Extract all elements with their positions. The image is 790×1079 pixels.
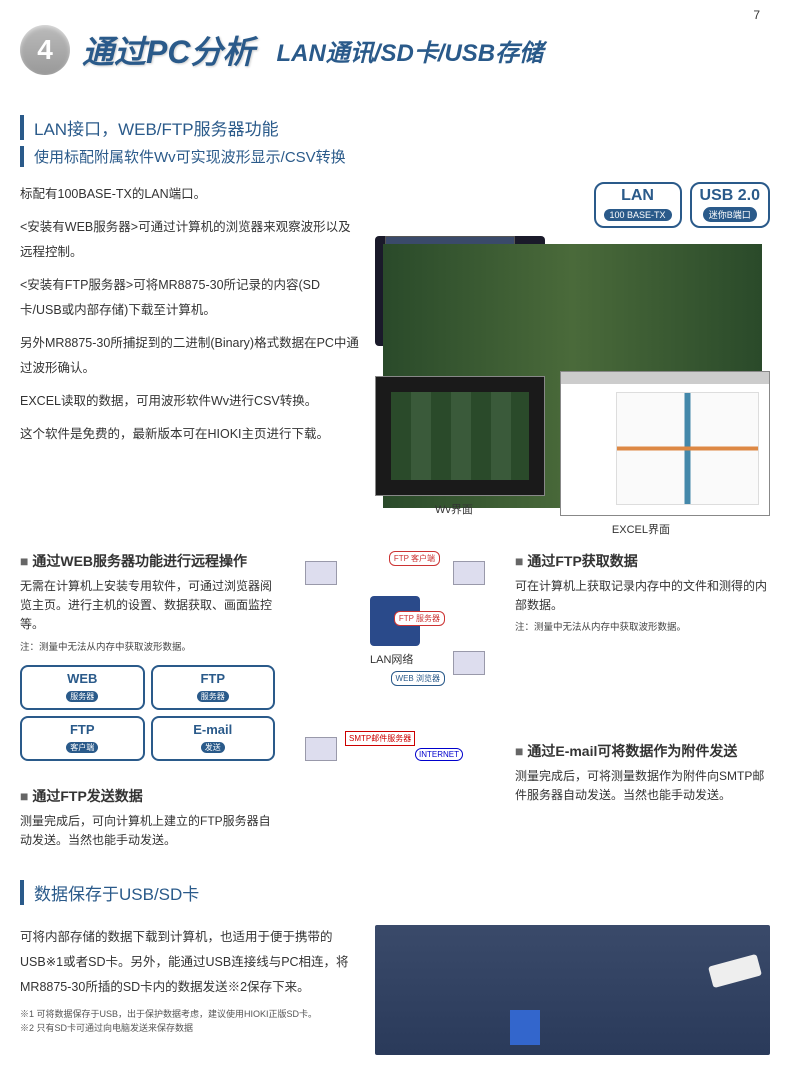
title-main: 通过PC分析 <box>82 27 254 73</box>
usb-badge: USB 2.0 迷你B端口 <box>690 182 770 228</box>
ftp-server-button: FTP 服务器 <box>151 665 276 710</box>
email-block: 通过E-mail可将数据作为附件发送 测量完成后，可将测量数据作为附件向SMTP… <box>515 741 770 805</box>
mid-section: 通过WEB服务器功能进行远程操作 无需在计算机上安装专用软件，可通过浏览器阅览主… <box>0 551 790 850</box>
paragraph: 这个软件是免费的，最新版本可在HIOKI主页进行下载。 <box>20 422 360 447</box>
email-button: E-mail 发送 <box>151 716 276 761</box>
ftp-client-button: FTP 客户端 <box>20 716 145 761</box>
paragraph: 另外MR8875-30所捕捉到的二进制(Binary)格式数据在PC中通过波形确… <box>20 331 360 381</box>
btn-title: FTP <box>157 671 270 686</box>
section-lan: LAN接口，WEB/FTP服务器功能 使用标配附属软件Wv可实现波形显示/CSV… <box>0 115 790 526</box>
wv-screenshot-icon <box>375 376 545 496</box>
block-title: 通过E-mail可将数据作为附件发送 <box>515 741 770 761</box>
ftp-server-tag: FTP 服务器 <box>394 611 445 626</box>
lan-badge: LAN 100 BASE-TX <box>594 182 682 228</box>
section-number-badge: 4 <box>20 25 70 75</box>
block-title: 通过FTP获取数据 <box>515 551 770 571</box>
web-browser-tag: WEB 浏览器 <box>391 671 445 686</box>
paragraph: 可将内部存储的数据下载到计算机，也适用于便于携带的USB※1或者SD卡。另外，能… <box>20 925 360 1000</box>
paragraph: <安装有WEB服务器>可通过计算机的浏览器来观察波形以及远程控制。 <box>20 215 360 265</box>
btn-sub: 客户端 <box>66 742 98 753</box>
ftp-client-tag: FTP 客户端 <box>389 551 440 566</box>
ftp-send-block: 通过FTP发送数据 测量完成后，可向计算机上建立的FTP服务器自动发送。当然也能… <box>20 786 275 850</box>
section-title: LAN接口，WEB/FTP服务器功能 <box>20 115 770 140</box>
block-note: 注：测量中无法从内存中获取波形数据。 <box>20 640 275 655</box>
footnotes: ※1 可将数据保存于USB，出于保护数据考虑，建议使用HIOKI正版SD卡。 ※… <box>20 1008 360 1035</box>
wv-label: Wv界面 <box>435 501 473 517</box>
block-body: 可在计算机上获取记录内存中的文件和测得的内部数据。 <box>515 577 770 615</box>
smtp-label: SMTP邮件服务器 <box>345 731 415 746</box>
device-bottom-figure <box>375 925 770 1055</box>
section-subtitle: 使用标配附属软件Wv可实现波形显示/CSV转换 <box>20 146 770 167</box>
section-title: 数据保存于USB/SD卡 <box>20 880 770 905</box>
badge-big: LAN <box>604 187 672 205</box>
section-usb-sd: 数据保存于USB/SD卡 可将内部存储的数据下载到计算机，也适用于便于携带的US… <box>0 880 790 1055</box>
web-block: 通过WEB服务器功能进行远程操作 无需在计算机上安装专用软件，可通过浏览器阅览主… <box>20 551 275 761</box>
section3-body: 可将内部存储的数据下载到计算机，也适用于便于携带的USB※1或者SD卡。另外，能… <box>20 925 360 1055</box>
badge-small: 迷你B端口 <box>703 207 757 222</box>
web-server-button: WEB 服务器 <box>20 665 145 710</box>
btn-title: E-mail <box>157 722 270 737</box>
btn-title: FTP <box>26 722 139 737</box>
pc-node-icon <box>305 737 337 761</box>
pc-node-icon <box>453 561 485 585</box>
block-title: 通过WEB服务器功能进行远程操作 <box>20 551 275 571</box>
excel-screenshot-icon <box>560 371 770 516</box>
block-body: 测量完成后，可向计算机上建立的FTP服务器自动发送。当然也能手动发送。 <box>20 812 275 850</box>
block-note: 注：测量中无法从内存中获取波形数据。 <box>515 620 770 635</box>
paragraph: <安装有FTP服务器>可将MR8875-30所记录的内容(SD卡/USB或内部存… <box>20 273 360 323</box>
paragraph: 标配有100BASE-TX的LAN端口。 <box>20 182 360 207</box>
block-title: 通过FTP发送数据 <box>20 786 275 806</box>
sd-card-icon <box>510 1010 540 1045</box>
pc-node-icon <box>305 561 337 585</box>
laptop-icon <box>375 236 545 346</box>
block-body: 测量完成后，可将测量数据作为附件向SMTP邮件服务器自动发送。当然也能手动发送。 <box>515 767 770 805</box>
badge-small: 100 BASE-TX <box>604 209 672 221</box>
page-header: 4 通过PC分析 LAN通讯/SD卡/USB存储 <box>0 0 790 85</box>
section1-figure: LAN 100 BASE-TX USB 2.0 迷你B端口 Wv界面 EXCEL… <box>375 182 770 526</box>
section1-body: 标配有100BASE-TX的LAN端口。 <安装有WEB服务器>可通过计算机的浏… <box>20 182 360 526</box>
badge-big: USB 2.0 <box>700 187 760 205</box>
ftp-get-block: 通过FTP获取数据 可在计算机上获取记录内存中的文件和测得的内部数据。 注：测量… <box>515 551 770 636</box>
excel-label: EXCEL界面 <box>612 521 670 537</box>
pc-node-icon <box>453 651 485 675</box>
lan-label: LAN网络 <box>370 651 413 667</box>
paragraph: EXCEL读取的数据，可用波形软件Wv进行CSV转换。 <box>20 389 360 414</box>
footnote: ※2 只有SD卡可通过向电脑发送来保存数据 <box>20 1022 360 1036</box>
btn-title: WEB <box>26 671 139 686</box>
page-number: 7 <box>753 8 760 22</box>
footnote: ※1 可将数据保存于USB，出于保护数据考虑，建议使用HIOKI正版SD卡。 <box>20 1008 360 1022</box>
internet-label: INTERNET <box>415 748 463 761</box>
block-body: 无需在计算机上安装专用软件，可通过浏览器阅览主页。进行主机的设置、数据获取、画面… <box>20 577 275 635</box>
btn-sub: 服务器 <box>197 691 229 702</box>
usb-stick-icon <box>708 954 762 988</box>
title-sub: LAN通讯/SD卡/USB存储 <box>276 33 543 68</box>
btn-sub: 服务器 <box>66 691 98 702</box>
btn-sub: 发送 <box>201 742 225 753</box>
network-diagram: LAN网络 FTP 客户端 FTP 服务器 WEB 浏览器 SMTP邮件服务器 … <box>285 551 505 781</box>
